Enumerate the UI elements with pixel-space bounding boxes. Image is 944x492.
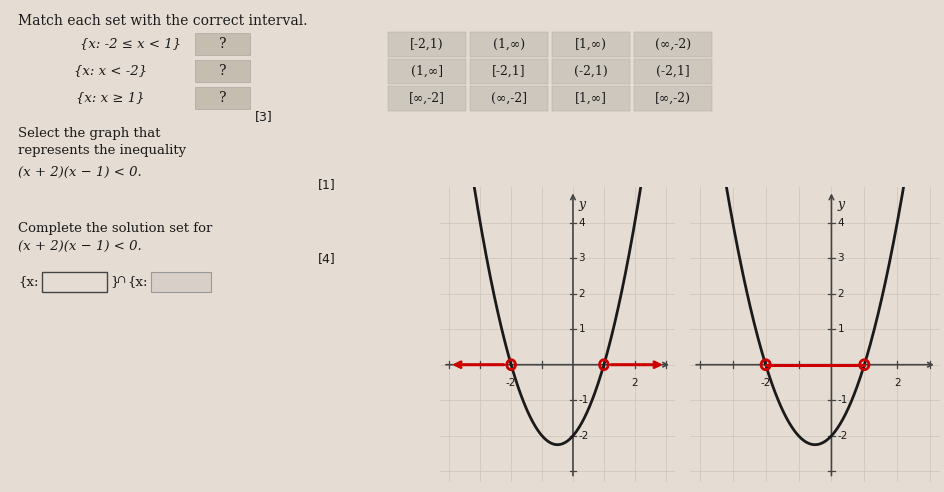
- Text: -2: -2: [506, 378, 516, 388]
- Text: 4: 4: [579, 217, 585, 227]
- Text: [∞,-2): [∞,-2): [655, 92, 691, 105]
- FancyBboxPatch shape: [470, 32, 548, 57]
- Text: {x: x < -2}: {x: x < -2}: [74, 64, 146, 78]
- Text: (-2,1]: (-2,1]: [656, 65, 690, 78]
- Text: [1]: [1]: [318, 178, 336, 191]
- FancyBboxPatch shape: [552, 32, 630, 57]
- FancyBboxPatch shape: [634, 32, 712, 57]
- Text: 1: 1: [837, 324, 844, 334]
- Text: 3: 3: [837, 253, 844, 263]
- Text: -2: -2: [579, 431, 589, 441]
- Text: ?: ?: [219, 91, 227, 105]
- Text: (∞,-2]: (∞,-2]: [491, 92, 527, 105]
- Text: y: y: [579, 198, 585, 211]
- FancyBboxPatch shape: [552, 86, 630, 111]
- Text: {x:: {x:: [18, 276, 39, 288]
- Text: Select the graph that: Select the graph that: [18, 127, 160, 140]
- Text: (x + 2)(x − 1) < 0.: (x + 2)(x − 1) < 0.: [18, 166, 142, 179]
- Text: -2: -2: [761, 378, 771, 388]
- Text: {x: -2 ≤ x < 1}: {x: -2 ≤ x < 1}: [79, 37, 180, 51]
- FancyBboxPatch shape: [634, 59, 712, 84]
- Text: {x: x ≥ 1}: {x: x ≥ 1}: [76, 92, 144, 104]
- Text: [3]: [3]: [255, 111, 273, 123]
- Text: y: y: [837, 198, 845, 211]
- FancyBboxPatch shape: [151, 272, 211, 292]
- Text: 2: 2: [894, 378, 901, 388]
- FancyBboxPatch shape: [195, 33, 250, 55]
- Text: [-2,1]: [-2,1]: [492, 65, 526, 78]
- Text: (∞,-2): (∞,-2): [655, 38, 691, 51]
- Text: (x + 2)(x − 1) < 0.: (x + 2)(x − 1) < 0.: [18, 240, 142, 253]
- Text: 2: 2: [837, 289, 844, 299]
- FancyBboxPatch shape: [42, 272, 107, 292]
- Text: Match each set with the correct interval.: Match each set with the correct interval…: [18, 14, 308, 28]
- FancyBboxPatch shape: [634, 86, 712, 111]
- Text: [1,∞]: [1,∞]: [575, 92, 607, 105]
- Text: 2: 2: [579, 289, 585, 299]
- Text: (-2,1): (-2,1): [574, 65, 608, 78]
- Text: -1: -1: [837, 395, 848, 405]
- Text: [1,∞): [1,∞): [575, 38, 607, 51]
- Text: 4: 4: [837, 217, 844, 227]
- Text: (1,∞): (1,∞): [493, 38, 525, 51]
- Text: [-2,1): [-2,1): [411, 38, 444, 51]
- FancyBboxPatch shape: [388, 86, 466, 111]
- FancyBboxPatch shape: [388, 59, 466, 84]
- Text: represents the inequality: represents the inequality: [18, 144, 186, 157]
- Text: [∞,-2]: [∞,-2]: [409, 92, 445, 105]
- FancyBboxPatch shape: [470, 59, 548, 84]
- Text: 3: 3: [579, 253, 585, 263]
- FancyBboxPatch shape: [195, 87, 250, 109]
- Text: -1: -1: [579, 395, 589, 405]
- FancyBboxPatch shape: [195, 60, 250, 82]
- FancyBboxPatch shape: [470, 86, 548, 111]
- Text: 1: 1: [579, 324, 585, 334]
- Text: [4]: [4]: [318, 252, 336, 265]
- Text: {x:: {x:: [127, 276, 147, 288]
- Text: ?: ?: [219, 37, 227, 51]
- Text: ∩: ∩: [117, 275, 126, 285]
- Text: -2: -2: [837, 431, 848, 441]
- Text: Complete the solution set for: Complete the solution set for: [18, 222, 212, 235]
- Text: ?: ?: [219, 64, 227, 78]
- Text: 2: 2: [632, 378, 638, 388]
- FancyBboxPatch shape: [552, 59, 630, 84]
- FancyBboxPatch shape: [388, 32, 466, 57]
- Text: (1,∞]: (1,∞]: [411, 65, 443, 78]
- Text: }: }: [110, 276, 119, 288]
